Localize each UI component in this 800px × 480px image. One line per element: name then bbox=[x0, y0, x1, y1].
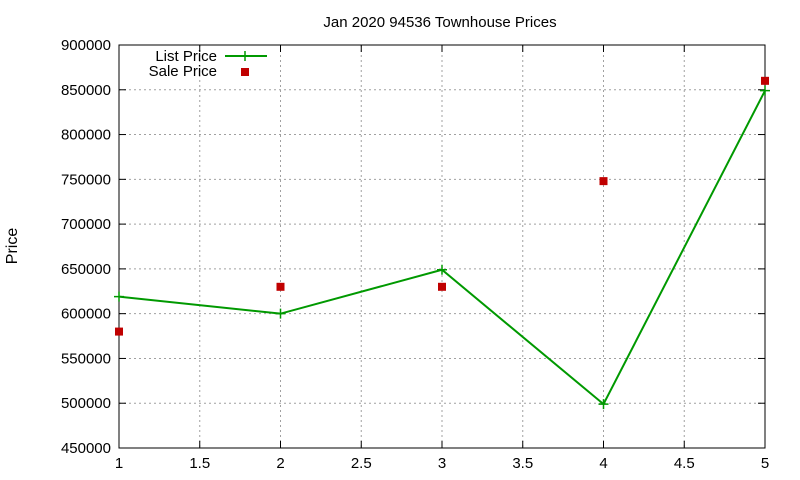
list-price-point bbox=[598, 399, 609, 410]
y-tick-label: 550000 bbox=[61, 350, 111, 367]
sale-price-point bbox=[276, 282, 285, 291]
axis-ticks: 450000 500000 550000 600000 650000 700000 7500… bbox=[61, 37, 769, 472]
grid-lines bbox=[119, 45, 765, 448]
x-tick-label: 4 bbox=[599, 455, 607, 472]
list-price-point bbox=[437, 264, 447, 275]
x-tick-label: 2 bbox=[276, 455, 284, 472]
legend-label-list-price: List Price bbox=[155, 48, 217, 65]
series-layer bbox=[114, 76, 770, 410]
legend-marker-sale-price bbox=[241, 68, 249, 76]
y-tick-label: 900000 bbox=[61, 37, 111, 54]
legend-marker-list-price bbox=[240, 51, 250, 61]
sale-price-point bbox=[599, 177, 608, 186]
x-tick-label: 2.5 bbox=[351, 455, 372, 472]
y-tick-label: 500000 bbox=[61, 395, 111, 412]
sale-price-point bbox=[761, 76, 769, 85]
y-tick-label: 850000 bbox=[61, 82, 111, 99]
y-tick-label: 750000 bbox=[61, 171, 111, 188]
x-tick-label: 1 bbox=[115, 455, 123, 472]
list-price-line bbox=[118, 90, 766, 406]
sale-price-point bbox=[438, 282, 446, 291]
legend: List Price Sale Price bbox=[149, 48, 267, 80]
y-axis-label: Price bbox=[4, 228, 21, 265]
y-tick-label: 450000 bbox=[61, 440, 111, 457]
y-tick-label: 650000 bbox=[61, 261, 111, 278]
x-tick-label: 3.5 bbox=[512, 455, 533, 472]
legend-label-sale-price: Sale Price bbox=[149, 63, 217, 80]
list-price-point bbox=[114, 291, 124, 302]
y-tick-label: 600000 bbox=[61, 306, 111, 323]
y-tick-label: 800000 bbox=[61, 127, 111, 144]
chart-title: Jan 2020 94536 Townhouse Prices bbox=[323, 14, 556, 31]
x-tick-label: 4.5 bbox=[674, 455, 695, 472]
sale-price-point bbox=[115, 327, 123, 336]
x-tick-label: 5 bbox=[761, 455, 769, 472]
list-price-point bbox=[760, 85, 770, 96]
list-price-point bbox=[275, 308, 286, 319]
y-tick-label: 700000 bbox=[61, 216, 111, 233]
x-tick-label: 3 bbox=[438, 455, 446, 472]
x-tick-label: 1.5 bbox=[189, 455, 210, 472]
